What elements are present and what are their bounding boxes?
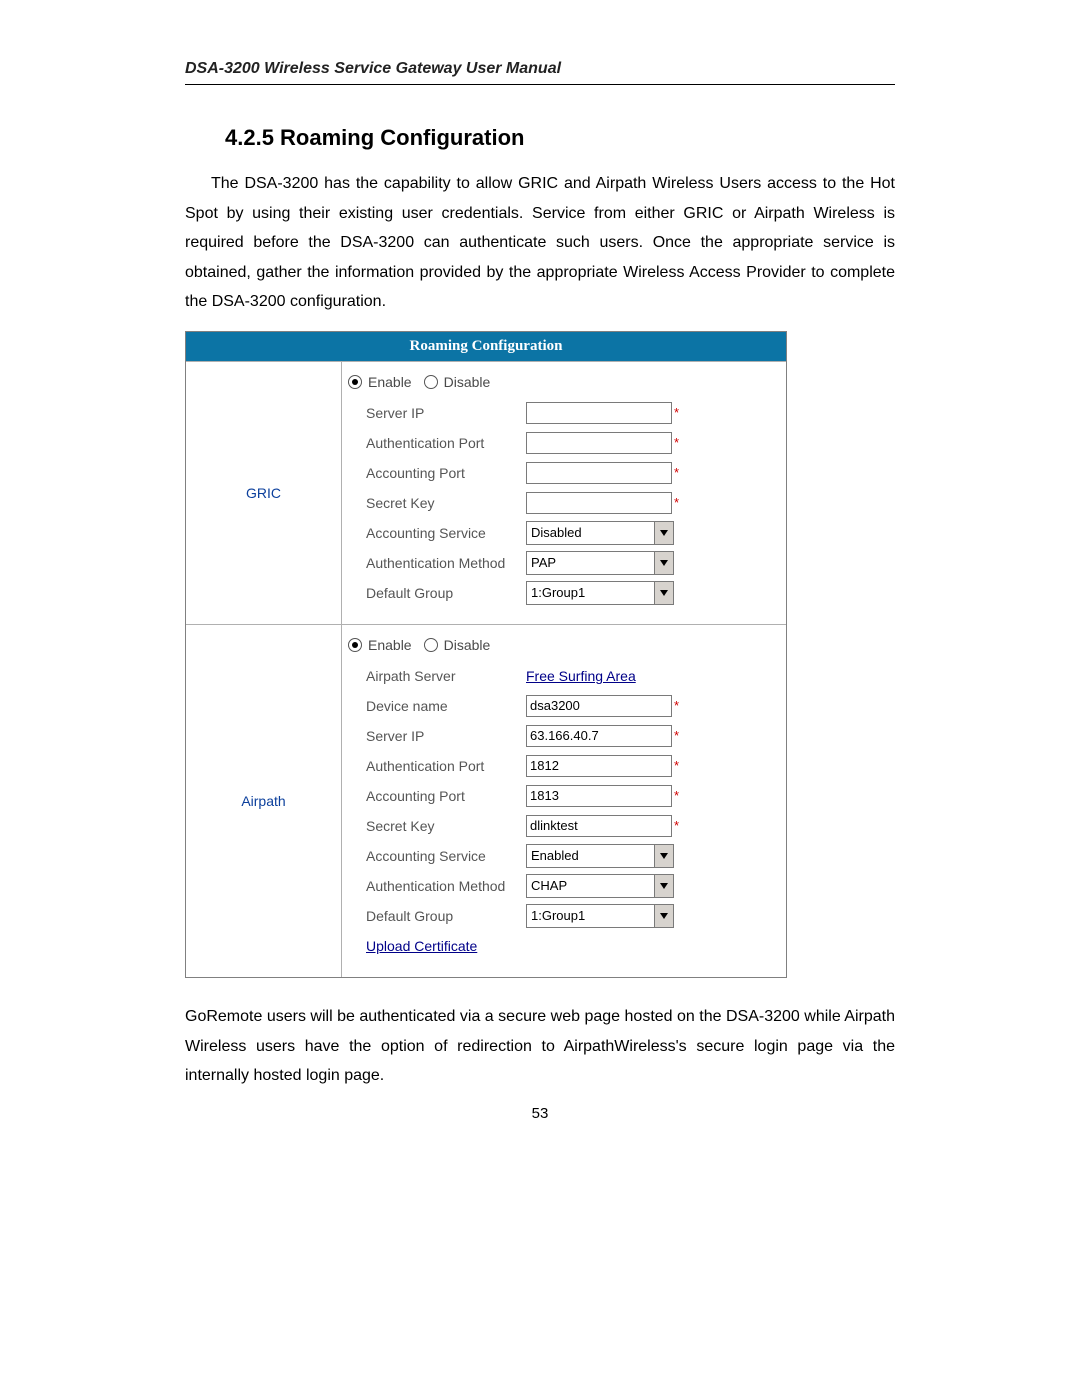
chevron-down-icon (654, 875, 673, 897)
select-value: 1:Group1 (527, 585, 585, 600)
gric-acct-port-label: Accounting Port (366, 465, 526, 481)
airpath-default-group-label: Default Group (366, 908, 526, 924)
required-star-icon: * (674, 698, 679, 713)
gric-server-ip-label: Server IP (366, 405, 526, 421)
gric-label: GRIC (186, 362, 342, 624)
airpath-acct-port-label: Accounting Port (366, 788, 526, 804)
chevron-down-icon (654, 845, 673, 867)
airpath-auth-port-label: Authentication Port (366, 758, 526, 774)
required-star-icon: * (674, 465, 679, 480)
airpath-disable-label: Disable (444, 637, 491, 653)
gric-section: GRIC Enable Disable Server IP * Authenti… (186, 361, 786, 624)
gric-acct-port-input[interactable] (526, 462, 672, 484)
roaming-config-panel: Roaming Configuration GRIC Enable Disabl… (185, 331, 787, 978)
upload-certificate-link[interactable]: Upload Certificate (366, 938, 477, 954)
airpath-section: Airpath Enable Disable Airpath Server Fr… (186, 624, 786, 977)
airpath-label: Airpath (186, 625, 342, 977)
airpath-auth-method-label: Authentication Method (366, 878, 526, 894)
select-value: Enabled (527, 848, 579, 863)
airpath-secret-key-label: Secret Key (366, 818, 526, 834)
airpath-disable-radio[interactable] (424, 638, 438, 652)
select-value: Disabled (527, 525, 582, 540)
airpath-enable-radio[interactable] (348, 638, 362, 652)
required-star-icon: * (674, 405, 679, 420)
airpath-server-ip-input[interactable] (526, 725, 672, 747)
gric-acct-service-select[interactable]: Disabled (526, 521, 674, 545)
airpath-server-ip-label: Server IP (366, 728, 526, 744)
section-heading: 4.2.5 Roaming Configuration (225, 125, 895, 151)
airpath-enable-label: Enable (368, 637, 412, 653)
gric-enable-radio[interactable] (348, 375, 362, 389)
gric-auth-port-label: Authentication Port (366, 435, 526, 451)
airpath-server-label: Airpath Server (366, 668, 526, 684)
gric-auth-port-input[interactable] (526, 432, 672, 454)
required-star-icon: * (674, 788, 679, 803)
required-star-icon: * (674, 758, 679, 773)
airpath-auth-method-select[interactable]: CHAP (526, 874, 674, 898)
gric-server-ip-input[interactable] (526, 402, 672, 424)
airpath-default-group-select[interactable]: 1:Group1 (526, 904, 674, 928)
airpath-acct-service-select[interactable]: Enabled (526, 844, 674, 868)
airpath-secret-key-input[interactable] (526, 815, 672, 837)
chevron-down-icon (654, 522, 673, 544)
gric-disable-radio[interactable] (424, 375, 438, 389)
airpath-device-name-input[interactable] (526, 695, 672, 717)
select-value: PAP (527, 555, 556, 570)
gric-default-group-select[interactable]: 1:Group1 (526, 581, 674, 605)
airpath-acct-port-input[interactable] (526, 785, 672, 807)
gric-default-group-label: Default Group (366, 585, 526, 601)
paragraph-footer: GoRemote users will be authenticated via… (185, 1002, 895, 1091)
free-surfing-area-link[interactable]: Free Surfing Area (526, 668, 636, 684)
gric-enable-label: Enable (368, 374, 412, 390)
gric-auth-method-label: Authentication Method (366, 555, 526, 571)
document-header: DSA-3200 Wireless Service Gateway User M… (185, 60, 895, 85)
paragraph-intro: The DSA-3200 has the capability to allow… (185, 169, 895, 317)
select-value: 1:Group1 (527, 908, 585, 923)
config-panel-title: Roaming Configuration (186, 332, 786, 361)
airpath-acct-service-label: Accounting Service (366, 848, 526, 864)
gric-acct-service-label: Accounting Service (366, 525, 526, 541)
gric-secret-key-label: Secret Key (366, 495, 526, 511)
required-star-icon: * (674, 495, 679, 510)
chevron-down-icon (654, 905, 673, 927)
required-star-icon: * (674, 435, 679, 450)
required-star-icon: * (674, 728, 679, 743)
chevron-down-icon (654, 582, 673, 604)
required-star-icon: * (674, 818, 679, 833)
gric-secret-key-input[interactable] (526, 492, 672, 514)
chevron-down-icon (654, 552, 673, 574)
gric-auth-method-select[interactable]: PAP (526, 551, 674, 575)
gric-disable-label: Disable (444, 374, 491, 390)
airpath-device-name-label: Device name (366, 698, 526, 714)
page-number: 53 (185, 1105, 895, 1122)
airpath-auth-port-input[interactable] (526, 755, 672, 777)
select-value: CHAP (527, 878, 567, 893)
